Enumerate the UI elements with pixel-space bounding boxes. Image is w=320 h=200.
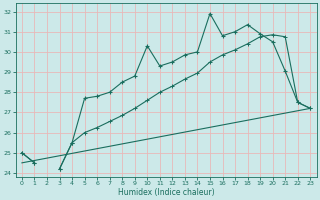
X-axis label: Humidex (Indice chaleur): Humidex (Indice chaleur) xyxy=(118,188,214,197)
